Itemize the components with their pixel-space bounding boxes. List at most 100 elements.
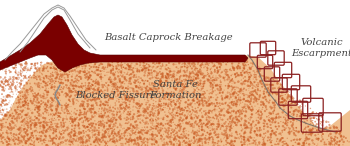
Point <box>6 86 12 88</box>
Point <box>117 80 122 82</box>
Point <box>144 110 149 112</box>
Point <box>78 136 84 138</box>
Point <box>142 65 148 67</box>
Point <box>211 79 216 81</box>
Point <box>252 85 257 87</box>
Point <box>181 109 187 112</box>
Point <box>152 107 158 109</box>
Point <box>187 73 193 75</box>
Point <box>82 67 88 70</box>
Point <box>70 62 75 65</box>
Point <box>24 81 30 84</box>
Point <box>0 78 6 81</box>
Point <box>15 84 20 86</box>
Point <box>242 122 247 125</box>
Point <box>259 101 264 103</box>
Point <box>62 92 68 95</box>
Point <box>227 85 232 87</box>
Point <box>180 70 186 72</box>
Point <box>85 126 90 128</box>
Point <box>103 85 108 87</box>
Point <box>233 95 239 98</box>
Point <box>188 65 193 67</box>
Point <box>243 103 248 105</box>
Point <box>36 121 41 124</box>
Point <box>130 109 136 111</box>
Point <box>154 141 160 144</box>
Point <box>85 100 90 102</box>
Point <box>41 65 47 68</box>
Point <box>182 106 188 108</box>
Point <box>123 138 129 140</box>
Point <box>33 96 38 99</box>
Point <box>303 133 309 136</box>
Point <box>97 115 102 118</box>
Point <box>19 66 24 69</box>
Point <box>270 92 275 94</box>
Point <box>164 64 169 66</box>
Point <box>270 88 276 90</box>
Point <box>178 100 183 102</box>
Point <box>13 88 19 90</box>
Point <box>132 74 137 76</box>
Point <box>138 61 143 64</box>
Point <box>131 126 136 128</box>
Point <box>100 137 106 140</box>
Point <box>127 69 133 71</box>
Point <box>194 131 199 133</box>
Point <box>195 77 201 79</box>
Point <box>93 69 99 72</box>
Point <box>66 127 71 130</box>
Point <box>72 130 78 132</box>
Point <box>60 120 66 123</box>
Point <box>244 59 250 61</box>
Point <box>58 88 64 91</box>
Point <box>67 67 73 69</box>
Point <box>152 137 158 139</box>
Point <box>231 144 237 146</box>
Point <box>96 93 101 95</box>
Point <box>54 109 59 111</box>
Point <box>191 136 197 138</box>
Point <box>19 117 24 119</box>
Point <box>85 120 91 122</box>
Point <box>16 62 21 65</box>
Point <box>156 100 162 102</box>
Point <box>150 127 156 130</box>
Point <box>191 132 197 135</box>
Point <box>4 131 9 134</box>
Point <box>49 117 55 120</box>
Point <box>34 137 40 139</box>
Point <box>11 115 16 117</box>
Point <box>179 66 184 68</box>
Point <box>257 129 262 131</box>
Point <box>189 117 195 120</box>
Point <box>127 112 132 115</box>
Point <box>220 125 226 128</box>
Point <box>50 119 56 122</box>
Point <box>309 132 315 134</box>
Point <box>156 87 161 89</box>
Point <box>28 99 33 102</box>
Point <box>166 109 172 112</box>
Point <box>300 133 306 135</box>
Point <box>206 105 212 107</box>
Point <box>197 135 203 137</box>
Point <box>180 144 186 146</box>
Point <box>2 80 8 83</box>
Point <box>117 80 122 82</box>
Point <box>51 129 56 132</box>
Point <box>28 116 34 118</box>
Point <box>230 77 235 80</box>
Point <box>4 80 9 83</box>
Point <box>324 121 329 123</box>
Point <box>188 82 194 84</box>
Point <box>234 133 240 136</box>
Point <box>48 120 54 123</box>
Point <box>148 110 154 113</box>
Point <box>180 122 186 124</box>
Point <box>240 108 245 111</box>
Point <box>255 110 261 113</box>
Point <box>166 73 171 75</box>
Point <box>260 103 266 105</box>
